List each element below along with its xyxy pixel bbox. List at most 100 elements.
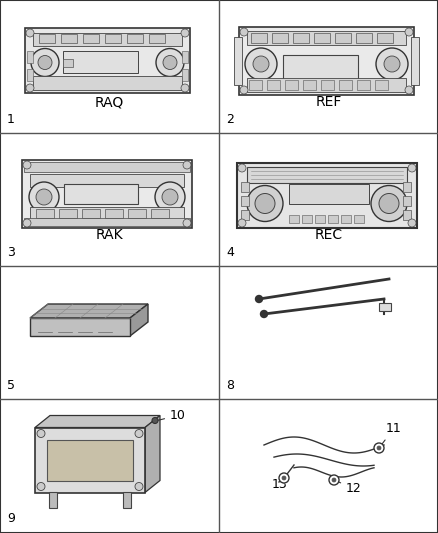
Text: 12: 12 <box>336 481 362 495</box>
Text: REF: REF <box>315 95 342 109</box>
Bar <box>321 80 334 90</box>
Bar <box>182 51 188 63</box>
Ellipse shape <box>181 29 189 37</box>
Bar <box>24 218 190 226</box>
Bar <box>149 34 165 43</box>
Text: 4: 4 <box>226 246 234 259</box>
Bar <box>247 167 407 183</box>
Bar <box>64 184 138 204</box>
Bar <box>27 69 33 81</box>
Bar <box>302 215 312 223</box>
Ellipse shape <box>240 28 248 36</box>
Bar <box>293 33 309 43</box>
Bar <box>30 318 130 336</box>
Ellipse shape <box>26 84 34 92</box>
Ellipse shape <box>384 56 400 72</box>
Ellipse shape <box>23 219 31 227</box>
Bar <box>354 215 364 223</box>
Bar <box>30 174 184 187</box>
Text: 8: 8 <box>226 379 234 392</box>
Bar <box>91 78 111 88</box>
Ellipse shape <box>240 86 248 94</box>
Bar <box>105 209 123 218</box>
Bar <box>339 80 352 90</box>
Bar <box>241 182 249 192</box>
Bar <box>335 33 351 43</box>
Bar <box>36 175 54 185</box>
Bar <box>315 215 325 223</box>
Bar <box>289 183 369 204</box>
Bar <box>237 163 417 228</box>
Bar <box>82 209 100 218</box>
Bar <box>30 207 184 220</box>
Polygon shape <box>30 304 148 318</box>
Bar <box>377 33 393 43</box>
Bar <box>47 440 133 481</box>
Ellipse shape <box>374 443 384 453</box>
Ellipse shape <box>255 295 262 303</box>
Bar <box>379 303 391 311</box>
Bar <box>59 209 77 218</box>
Ellipse shape <box>181 84 189 92</box>
Text: RAQ: RAQ <box>95 95 124 109</box>
Ellipse shape <box>156 49 184 77</box>
Ellipse shape <box>332 478 336 482</box>
Ellipse shape <box>282 476 286 480</box>
Bar <box>289 215 299 223</box>
Bar <box>403 210 411 220</box>
Ellipse shape <box>238 164 246 172</box>
Bar <box>36 209 54 218</box>
Ellipse shape <box>245 48 277 80</box>
Bar <box>39 78 59 88</box>
Ellipse shape <box>31 49 59 77</box>
Ellipse shape <box>405 28 413 36</box>
Text: 10: 10 <box>158 409 186 422</box>
Ellipse shape <box>238 219 246 227</box>
Ellipse shape <box>135 482 143 490</box>
Bar <box>63 51 138 72</box>
Bar <box>61 34 77 43</box>
Bar <box>403 196 411 206</box>
Bar <box>59 175 77 185</box>
Ellipse shape <box>329 475 339 485</box>
Bar <box>283 55 358 85</box>
Polygon shape <box>145 416 160 492</box>
Ellipse shape <box>29 182 59 212</box>
Bar <box>234 37 242 85</box>
Text: 2: 2 <box>226 113 234 126</box>
Bar <box>22 160 192 228</box>
Bar <box>241 210 249 220</box>
Bar <box>33 76 182 90</box>
Bar <box>151 175 169 185</box>
Ellipse shape <box>408 219 416 227</box>
Ellipse shape <box>163 55 177 69</box>
Bar <box>65 78 85 88</box>
Polygon shape <box>35 416 160 427</box>
Ellipse shape <box>183 161 191 169</box>
Ellipse shape <box>408 164 416 172</box>
Bar <box>49 491 57 507</box>
Ellipse shape <box>152 417 158 424</box>
Bar <box>128 209 146 218</box>
Bar <box>123 491 131 507</box>
Bar <box>105 34 121 43</box>
Bar <box>375 80 388 90</box>
Bar <box>117 78 137 88</box>
Bar <box>272 33 288 43</box>
Ellipse shape <box>253 56 269 72</box>
Bar <box>328 215 338 223</box>
Bar <box>251 33 267 43</box>
Ellipse shape <box>37 482 45 490</box>
Bar <box>247 78 406 92</box>
Bar <box>27 51 33 63</box>
Bar <box>285 80 298 90</box>
Text: 3: 3 <box>7 246 15 259</box>
Bar <box>63 59 73 67</box>
Bar <box>239 27 414 95</box>
Ellipse shape <box>376 48 408 80</box>
Bar <box>25 28 190 93</box>
Bar <box>356 33 372 43</box>
Polygon shape <box>130 304 148 336</box>
Text: 13: 13 <box>272 478 288 491</box>
Bar <box>267 80 280 90</box>
